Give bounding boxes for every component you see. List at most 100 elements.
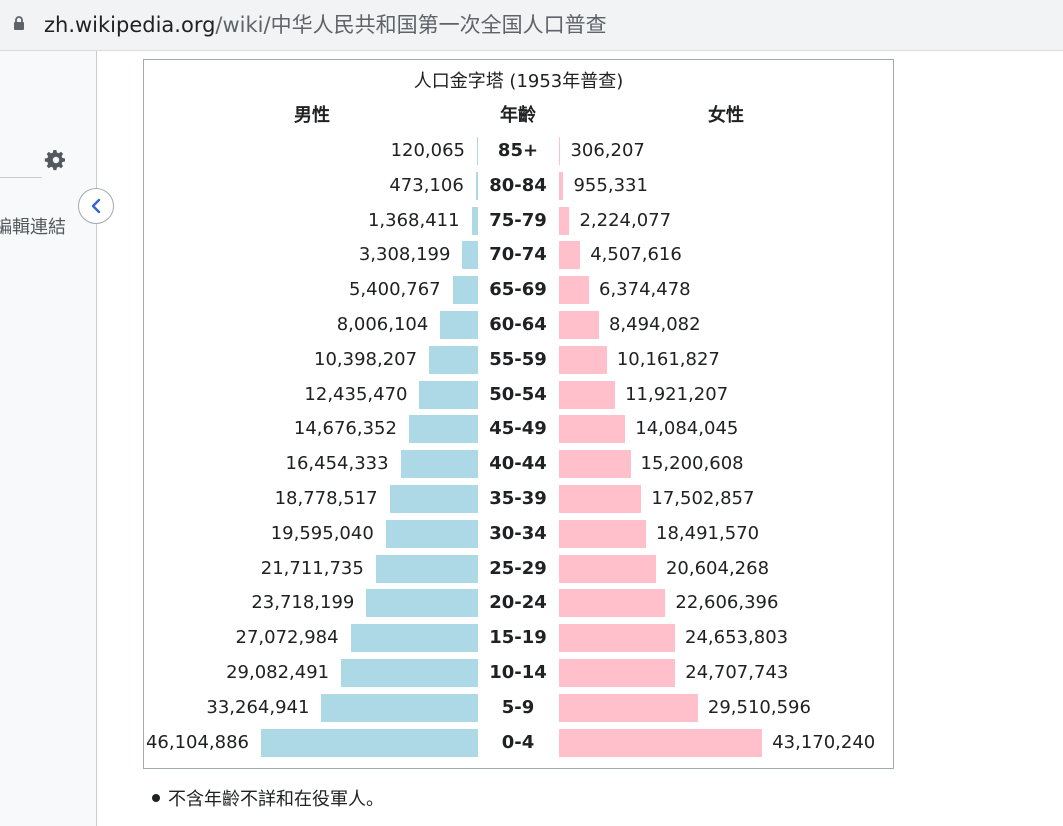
age-group-label: 10-14 — [489, 662, 547, 683]
female-value-label: 306,207 — [570, 140, 645, 161]
female-bar — [559, 485, 642, 513]
female-bar — [559, 728, 763, 757]
male-bar — [375, 554, 478, 583]
address-bar-divider — [0, 50, 1063, 51]
url-host: zh.wikipedia.org — [44, 13, 216, 37]
male-bar — [350, 624, 478, 653]
female-value-label: 24,707,743 — [685, 662, 789, 683]
age-group-label: 40-44 — [489, 453, 547, 475]
pyramid-row: 8,006,104 60-64 8,494,082 — [144, 311, 893, 339]
male-value-label: 3,308,199 — [358, 244, 451, 266]
male-value-label: 21,711,735 — [260, 557, 364, 579]
male-bar — [440, 311, 478, 339]
female-column-header: 女性 — [708, 105, 744, 126]
male-value-label: 10,398,207 — [314, 348, 418, 370]
pyramid-row: 18,778,517 35-39 17,502,857 — [144, 485, 893, 513]
female-value-label: 20,604,268 — [665, 557, 770, 579]
male-bar — [475, 171, 478, 200]
age-group-label: 20-24 — [489, 592, 547, 614]
female-value-label: 15,200,608 — [640, 453, 744, 475]
male-bar — [452, 276, 478, 305]
pyramid-row: 27,072,984 15-19 24,653,803 — [144, 624, 893, 653]
female-bar — [559, 589, 666, 618]
age-group-label: 65-69 — [489, 279, 547, 301]
sidebar-divider — [0, 177, 42, 178]
lock-icon[interactable] — [13, 16, 25, 31]
age-group-label: 5-9 — [501, 696, 535, 718]
age-group-label: 50-54 — [489, 383, 547, 405]
pyramid-row: 33,264,941 5-9 29,510,596 — [144, 693, 893, 722]
female-value-label: 10,161,827 — [616, 348, 720, 370]
chevron-left-icon — [91, 198, 101, 214]
pyramid-row: 473,106 80-84 955,331 — [144, 171, 893, 200]
age-group-label: 70-74 — [489, 244, 547, 266]
female-bar — [559, 519, 647, 548]
age-group-label: 30-34 — [489, 522, 547, 544]
pyramid-row: 46,104,886 0-4 43,170,240 — [144, 728, 893, 757]
female-bar — [559, 554, 656, 583]
sidebar-collapse-button[interactable] — [78, 188, 114, 224]
pyramid-row: 16,454,333 40-44 15,200,608 — [144, 450, 893, 479]
female-bar — [559, 345, 607, 374]
pyramid-row: 120,065 85+ 306,207 — [144, 137, 893, 165]
female-value-label: 4,507,616 — [590, 244, 682, 266]
female-bar — [559, 659, 676, 687]
male-bar — [321, 693, 478, 722]
age-group-label: 75-79 — [489, 209, 547, 231]
sidebar: 編輯連結 — [0, 51, 97, 826]
male-value-label: 1,368,411 — [367, 209, 460, 231]
pyramid-row: 3,308,199 70-74 4,507,616 — [144, 241, 893, 270]
pyramid-row: 19,595,040 30-34 18,491,570 — [144, 519, 893, 548]
male-value-label: 46,104,886 — [145, 731, 249, 753]
age-group-label: 55-59 — [489, 348, 547, 370]
female-bar — [559, 276, 589, 305]
edit-links-link[interactable]: 編輯連結 — [0, 217, 66, 238]
female-value-label: 43,170,240 — [772, 731, 876, 753]
age-column-header: 年齡 — [500, 105, 536, 126]
gear-icon[interactable] — [44, 148, 68, 172]
male-bar — [341, 659, 478, 687]
bullet-icon — [152, 794, 160, 802]
pyramid-row: 12,435,470 50-54 11,921,207 — [144, 380, 893, 409]
female-bar — [559, 450, 631, 479]
female-bar — [559, 415, 626, 444]
male-bar — [366, 589, 478, 618]
female-bar — [559, 380, 616, 409]
pyramid-row: 29,082,491 10-14 24,707,743 — [144, 659, 893, 687]
male-bar — [462, 241, 478, 270]
male-value-label: 8,006,104 — [336, 314, 429, 335]
age-group-label: 85+ — [497, 140, 539, 161]
url-text[interactable]: zh.wikipedia.org/wiki/中华人民共和国第一次全国人口普查 — [44, 12, 607, 38]
female-value-label: 18,491,570 — [656, 522, 760, 544]
male-value-label: 120,065 — [390, 140, 465, 161]
female-bar — [559, 137, 561, 165]
female-value-label: 24,653,803 — [685, 627, 789, 649]
male-bar — [429, 345, 478, 374]
age-group-label: 35-39 — [489, 488, 547, 509]
female-value-label: 2,224,077 — [579, 209, 672, 231]
male-bar — [419, 380, 478, 409]
male-bar — [408, 415, 478, 444]
pyramid-row: 1,368,411 75-79 2,224,077 — [144, 206, 893, 235]
female-bar — [559, 624, 676, 653]
footnote-text: 不含年齡不詳和在役軍人。 — [168, 789, 384, 810]
male-value-label: 14,676,352 — [293, 418, 397, 440]
chart-title: 人口金字塔 (1953年普查) — [413, 71, 624, 92]
male-column-header: 男性 — [294, 105, 330, 126]
female-value-label: 14,084,045 — [635, 418, 739, 440]
male-bar — [385, 519, 478, 548]
female-value-label: 11,921,207 — [625, 383, 729, 405]
female-value-label: 6,374,478 — [599, 279, 691, 301]
pyramid-rows: 120,065 85+ 306,207 473,106 80-84 955,331 1,36… — [144, 60, 893, 768]
male-bar — [389, 485, 478, 513]
male-value-label: 12,435,470 — [304, 383, 408, 405]
male-value-label: 23,718,199 — [251, 592, 355, 614]
browser-address-bar[interactable]: zh.wikipedia.org/wiki/中华人民共和国第一次全国人口普查 — [0, 0, 1063, 50]
female-bar — [559, 693, 698, 722]
female-value-label: 17,502,857 — [651, 488, 755, 509]
female-bar — [559, 171, 564, 200]
male-bar — [477, 137, 478, 165]
female-value-label: 955,331 — [573, 174, 648, 196]
male-value-label: 473,106 — [389, 174, 464, 196]
female-value-label: 8,494,082 — [608, 314, 701, 335]
